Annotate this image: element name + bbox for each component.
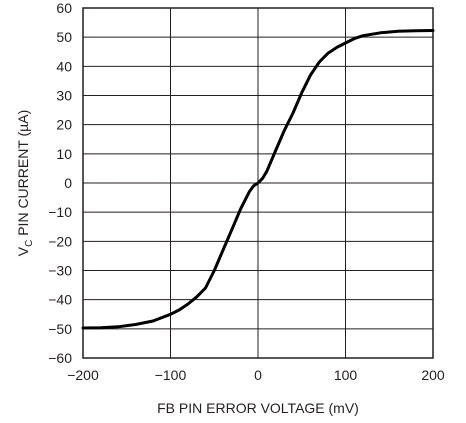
y-tick-label: −20: [48, 233, 72, 249]
y-tick-label: 0: [64, 175, 72, 191]
y-tick-label: 40: [56, 58, 72, 74]
x-tick-labels: −200 −100 0 100 200: [67, 367, 445, 383]
y-tick-label: 50: [56, 29, 72, 45]
x-tick-label: −100: [155, 367, 187, 383]
y-tick-labels: 60 50 40 30 20 10 0 −10 −20 −30 −40 −50 −60: [48, 0, 72, 366]
y-tick-label: 20: [56, 117, 72, 133]
y-tick-label: 30: [56, 88, 72, 104]
y-tick-label: 10: [56, 146, 72, 162]
x-tick-label: 0: [254, 367, 262, 383]
y-tick-label: 60: [56, 0, 72, 16]
x-tick-label: −200: [67, 367, 99, 383]
y-axis-label-main: V: [15, 246, 31, 256]
x-axis-label: FB PIN ERROR VOLTAGE (mV): [157, 400, 359, 416]
y-axis-label-rest: PIN CURRENT (µA): [15, 110, 31, 240]
y-axis-label: VC PIN CURRENT (µA): [15, 110, 35, 257]
x-tick-label: 100: [334, 367, 358, 383]
series-line: [81, 29, 435, 330]
x-tick-label: 200: [421, 367, 445, 383]
plot-frame: [82, 7, 434, 359]
y-tick-label: −10: [48, 204, 72, 220]
y-tick-label: −50: [48, 321, 72, 337]
y-tick-label: −40: [48, 292, 72, 308]
y-tick-label: −30: [48, 263, 72, 279]
y-tick-label: −60: [48, 350, 72, 366]
grid: [83, 8, 433, 358]
y-axis-label-sub: C: [24, 240, 35, 247]
